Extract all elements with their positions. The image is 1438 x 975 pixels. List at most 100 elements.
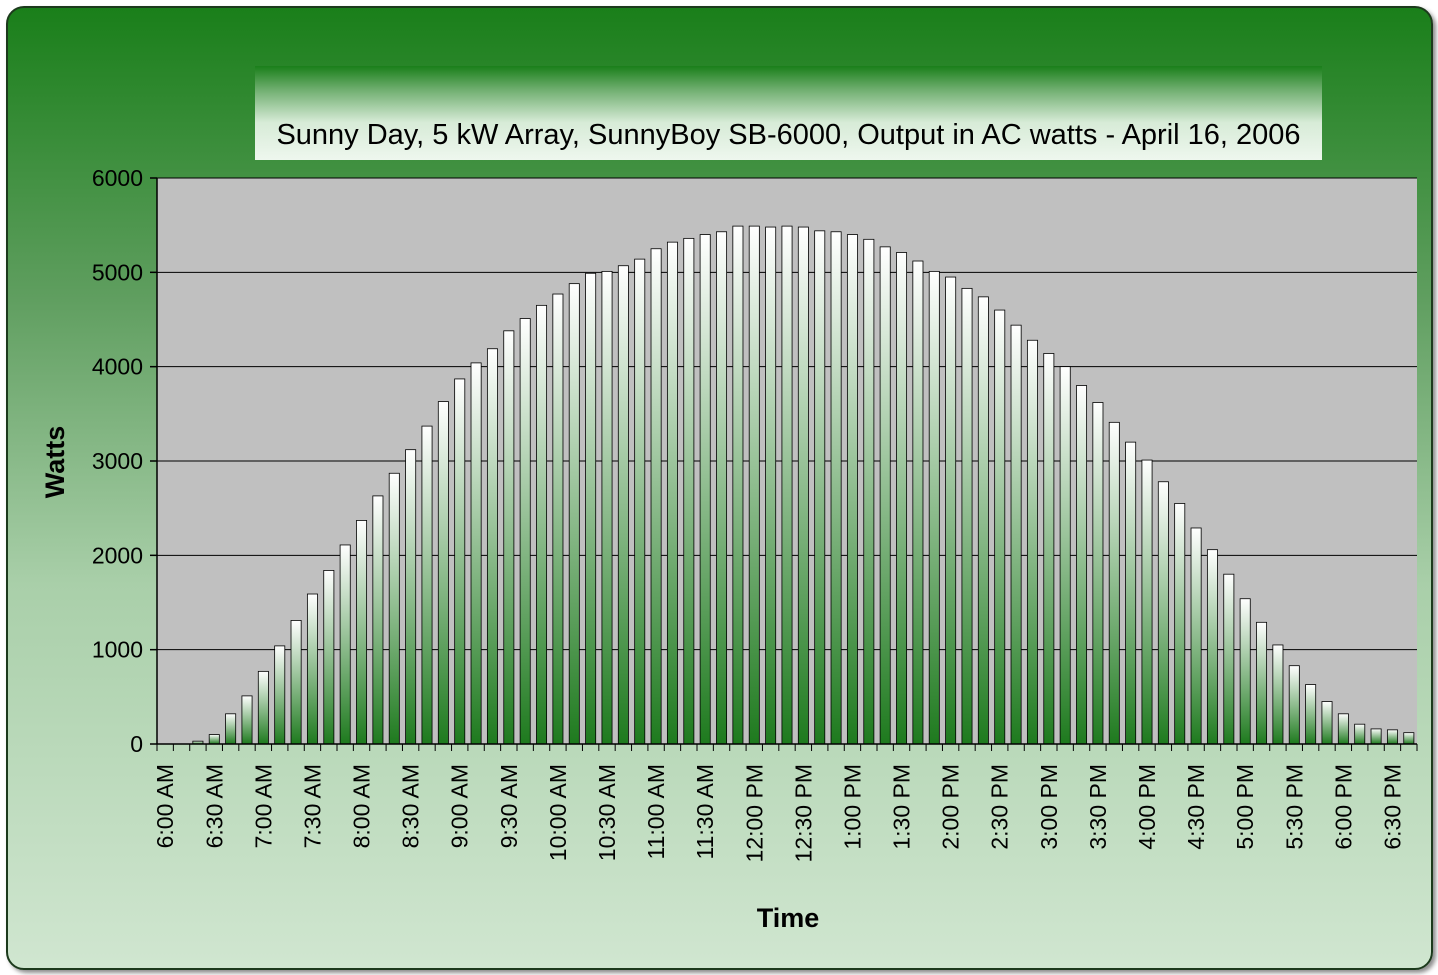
x-tick-label-group: 8:00 AM (349, 764, 375, 848)
bar (699, 234, 711, 745)
bar (1026, 339, 1038, 745)
bar (372, 495, 384, 745)
x-tick-label: 12:30 PM (790, 764, 816, 862)
bar (961, 287, 973, 745)
bar (536, 304, 548, 745)
bar (666, 241, 678, 745)
bar (716, 231, 728, 745)
bar (1223, 573, 1235, 745)
bar (585, 272, 597, 745)
bar (290, 620, 302, 745)
bar (1354, 723, 1366, 745)
bar (634, 258, 646, 745)
x-tick-label-group: 4:30 PM (1183, 764, 1209, 850)
x-tick-label: 2:00 PM (938, 764, 964, 850)
x-tick-label-group: 3:30 PM (1085, 764, 1111, 850)
y-tick-label: 0 (130, 731, 143, 757)
axes (150, 177, 1418, 751)
x-tick-label: 4:00 PM (1134, 764, 1160, 850)
bar (1386, 729, 1398, 745)
x-tick-label-group: 11:00 AM (643, 764, 669, 859)
bar (1157, 481, 1169, 745)
x-tick-label-group: 6:30 PM (1379, 764, 1405, 850)
x-tick-label-group: 1:00 PM (839, 764, 865, 850)
bar (994, 309, 1006, 745)
x-tick-label: 6:00 PM (1330, 764, 1356, 850)
bar (1076, 385, 1088, 745)
bar (486, 348, 498, 745)
bar (470, 362, 482, 745)
bar (552, 293, 564, 745)
bar (781, 225, 793, 745)
bar (225, 713, 237, 745)
bar (503, 330, 515, 745)
bar (1108, 421, 1120, 745)
bar (1256, 621, 1268, 745)
bar (977, 296, 989, 745)
x-tick-label-group: 12:30 PM (790, 764, 816, 862)
bar (421, 425, 433, 745)
bar (863, 238, 875, 745)
bar (748, 225, 760, 745)
x-tick-label-group: 5:30 PM (1281, 764, 1307, 850)
y-tick-label: 6000 (92, 165, 143, 191)
bar (1370, 728, 1382, 745)
y-tick-label: 5000 (92, 259, 143, 285)
x-tick-label: 1:30 PM (889, 764, 915, 850)
x-tick-label-group: 11:30 AM (692, 764, 718, 859)
bar (1337, 713, 1349, 745)
x-tick-label-group: 10:30 AM (594, 764, 620, 861)
bar (1288, 665, 1300, 745)
y-tick-label: 1000 (92, 637, 143, 663)
x-tick-label-group: 10:00 AM (545, 764, 571, 861)
x-tick-label-group: 1:30 PM (889, 764, 915, 850)
x-tick-label: 10:30 AM (594, 764, 620, 861)
bar (568, 283, 580, 745)
bar (1010, 324, 1022, 745)
bar (896, 252, 908, 745)
bars (192, 225, 1415, 745)
bar (601, 270, 613, 745)
bar (356, 520, 368, 745)
x-tick-label: 10:00 AM (545, 764, 571, 861)
bar (323, 570, 335, 745)
bar (732, 225, 744, 745)
y-tick-label: 2000 (92, 542, 143, 568)
x-tick-label-group: 6:00 PM (1330, 764, 1356, 850)
y-tick-label: 4000 (92, 354, 143, 380)
bar (257, 670, 269, 745)
chart-title-box: Sunny Day, 5 kW Array, SunnyBoy SB-6000,… (255, 66, 1322, 160)
bar (454, 378, 466, 745)
x-tick-label-group: 3:00 PM (1036, 764, 1062, 850)
bar (1174, 503, 1186, 745)
bar (208, 734, 220, 745)
bar (650, 248, 662, 745)
x-tick-label: 6:30 AM (201, 764, 227, 848)
bar (1305, 684, 1317, 745)
y-tick-label: 3000 (92, 448, 143, 474)
x-tick-label: 3:30 PM (1085, 764, 1111, 850)
x-tick-label-group: 5:00 PM (1232, 764, 1258, 850)
bar (797, 226, 809, 745)
bar (814, 230, 826, 745)
x-tick-label-group: 6:00 AM (152, 764, 178, 848)
x-tick-label: 7:00 AM (250, 764, 276, 848)
y-axis-title: Watts (40, 426, 70, 499)
bar (1092, 402, 1104, 745)
x-tick-labels: 6:00 AM 6:30 AM 7:00 AM 7:30 AM 8:00 AM 8:30 … (152, 764, 1405, 862)
bar (617, 265, 629, 745)
x-tick-label: 11:30 AM (692, 764, 718, 859)
bar (1206, 549, 1218, 745)
bar (683, 237, 695, 745)
bar (1272, 644, 1284, 745)
y-tick-labels: 0 1000 2000 3000 4000 5000 6000 (92, 165, 143, 757)
x-tick-label: 4:30 PM (1183, 764, 1209, 850)
bar (274, 645, 286, 745)
bar (519, 318, 531, 745)
x-tick-label-group: 8:30 AM (398, 764, 424, 848)
x-tick-label-group: 7:00 AM (250, 764, 276, 848)
chart-title: Sunny Day, 5 kW Array, SunnyBoy SB-6000,… (276, 119, 1301, 151)
x-tick-label: 8:30 AM (398, 764, 424, 848)
x-tick-label: 5:00 PM (1232, 764, 1258, 850)
